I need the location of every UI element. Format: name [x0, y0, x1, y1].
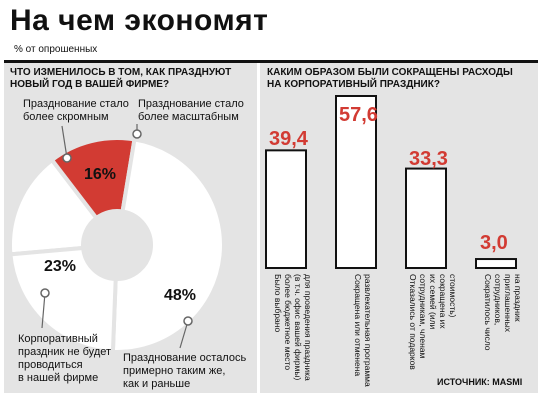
pie-label-line: Празднование стало	[138, 98, 244, 110]
pie-label-line: в нашей фирме	[18, 372, 99, 384]
left-panel-heading-line2: НОВЫЙ ГОД В ВАШЕЙ ФИРМЕ?	[10, 79, 170, 90]
bar-category-label-line: сотрудникам, членам	[418, 274, 428, 359]
bar-series	[265, 95, 517, 270]
pie-label-same: Празднование осталось примерно таким же,…	[123, 352, 246, 391]
bar-category-label-line: сотрудников,	[493, 274, 503, 325]
bar-category-labels: Было выбраноболее бюджетное место(в т.ч.…	[273, 274, 523, 387]
pie-slices	[8, 136, 226, 354]
pie-label-cancelled: Корпоративный праздник не будет проводит…	[18, 333, 111, 385]
pie-callout-dot	[183, 316, 193, 326]
bar	[265, 149, 307, 270]
pie-label-line: более скромным	[23, 111, 109, 123]
bar-category-label-line: (в т.ч. офис вашей фирмы)	[293, 274, 303, 380]
pie-label-line: праздник не будет	[18, 346, 112, 358]
bar-category-label-line: более бюджетное место	[283, 274, 293, 370]
bar-category-label: Отказались от подарковсотрудникам, члена…	[408, 274, 458, 370]
pie-label-line: примерно таким же,	[123, 365, 226, 377]
pie-callout-dot	[62, 153, 72, 163]
pie-label-line: Празднование осталось	[123, 352, 247, 364]
pie-value-label: 16%	[84, 166, 117, 183]
pie-callouts	[40, 124, 193, 349]
bar-category-label-line: Было выбрано	[273, 274, 283, 332]
bar-category-label-line: Сократилось число	[483, 274, 493, 351]
bar-category-label-line: Отказались от подарков	[408, 274, 418, 370]
right-panel-heading-line1: КАКИМ ОБРАЗОМ БЫЛИ СОКРАЩЕНЫ РАСХОДЫ	[267, 67, 513, 78]
bar	[335, 95, 377, 269]
source-note: ИСТОЧНИК: MASMI	[437, 377, 523, 387]
bar-category-label: Сокращена или отмененаразвлекательная пр…	[353, 274, 373, 387]
bar-category-label-line: приглашенных	[503, 274, 513, 333]
bar-category-label-line: на праздник	[513, 274, 523, 322]
bar-category-label-line: для проведения праздника	[303, 274, 313, 381]
bar-value-label: 57,6	[339, 104, 378, 126]
right-panel-heading-line2: НА КОРПОРАТИВНЫЙ ПРАЗДНИК?	[267, 79, 440, 90]
pie-label-line: Корпоративный	[18, 333, 98, 345]
pie-value-label: 48%	[164, 287, 197, 304]
pie-value-label: 13%	[145, 159, 178, 176]
right-panel-heading: КАКИМ ОБРАЗОМ БЫЛИ СОКРАЩЕНЫ РАСХОДЫ НА …	[267, 67, 513, 91]
page-subtitle: % от опрошенных	[14, 44, 98, 55]
page-title: На чем экономят	[10, 4, 269, 37]
pie-callout-dot	[40, 288, 50, 298]
bar	[405, 167, 447, 269]
pie-slice	[8, 245, 118, 354]
left-panel-heading: ЧТО ИЗМЕНИЛОСЬ В ТОМ, КАК ПРАЗДНУЮТ НОВЫ…	[10, 67, 231, 91]
bar-category-label-line: их семей (или	[428, 274, 438, 330]
bar-category-label: Было выбраноболее бюджетное место(в т.ч.…	[273, 274, 313, 381]
pie-label-line: проводиться	[18, 359, 83, 371]
header-divider	[4, 60, 538, 63]
pie-slice	[8, 157, 100, 257]
bar-category-label-line: сокращена их	[438, 274, 448, 329]
bar-category-label-line: Сокращена или отменена	[353, 274, 363, 376]
pie-callout-dot	[132, 129, 142, 139]
bar-value-label: 39,4	[269, 128, 308, 150]
bar-category-label-line: развлекательная программа	[363, 274, 373, 387]
bar-value-label: 33,3	[409, 148, 448, 170]
left-panel-heading-line1: ЧТО ИЗМЕНИЛОСЬ В ТОМ, КАК ПРАЗДНУЮТ	[10, 67, 232, 78]
bar-category-label-line: стоимость)	[448, 274, 458, 318]
pie-label-line: более масштабным	[138, 111, 239, 123]
bar	[475, 258, 517, 269]
pie-slice	[110, 137, 226, 354]
bar-category-label: Сократилось числосотрудников,приглашенны…	[483, 274, 523, 351]
pie-label-line: как и раньше	[123, 378, 191, 390]
pie-value-label: 23%	[44, 258, 77, 275]
pie-slice	[49, 136, 137, 221]
pie-label-larger: Празднование стало более масштабным	[138, 98, 244, 124]
pie-label-modest: Празднование стало более скромным	[23, 98, 129, 124]
pie-label-line: Празднование стало	[23, 98, 129, 110]
bar-value-label: 3,0	[480, 232, 508, 254]
